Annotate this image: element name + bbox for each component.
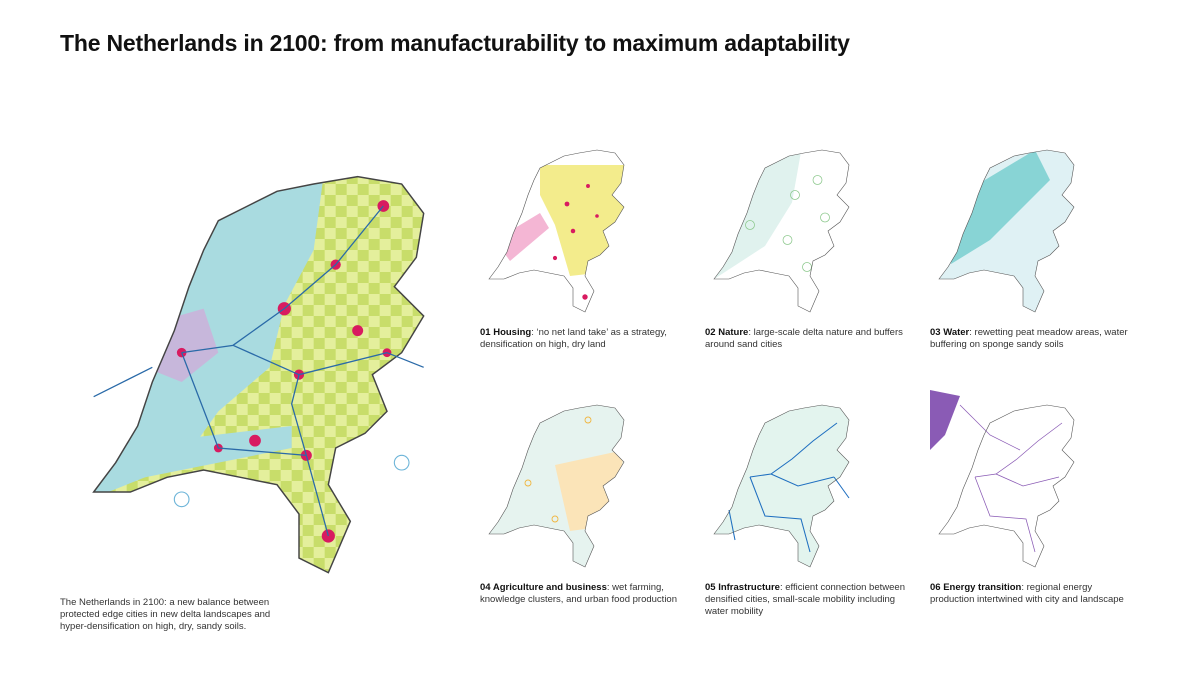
map-text: : ‘no net land take’ as a strategy, dens… — [480, 327, 667, 350]
map-caption: 04 Agriculture and business: wet farming… — [480, 582, 685, 606]
map-text: : rewetting peat meadow areas, water buf… — [930, 327, 1128, 350]
map-text: : regional energy production intertwined… — [930, 582, 1124, 605]
main-caption: The Netherlands in 2100: a new balance b… — [60, 597, 271, 632]
map-heading: 01 Housing — [480, 327, 532, 338]
map-heading: 05 Infrastructure — [705, 582, 780, 593]
map-heading: 03 Water — [930, 327, 970, 338]
title: The Netherlands in 2100: from manufactur… — [60, 30, 850, 56]
map-caption: 06 Energy transition: regional energy pr… — [930, 582, 1135, 606]
main-map — [91, 174, 426, 575]
map-heading: 04 Agriculture and business — [480, 582, 607, 593]
map-heading: 02 Nature — [705, 327, 749, 338]
map-text: : wet farming, knowledge clusters, and u… — [480, 582, 677, 605]
map-caption: 05 Infrastructure: efficient connection … — [705, 582, 910, 618]
map-text: : efficient connection between densified… — [705, 582, 905, 617]
map-text: : large-scale delta nature and buffers a… — [705, 327, 903, 350]
map-caption: 01 Housing: ‘no net land take’ as a stra… — [480, 327, 685, 351]
map-heading: 06 Energy transition — [930, 582, 1022, 593]
map-caption: 03 Water: rewetting peat meadow areas, w… — [930, 327, 1135, 351]
small-map — [713, 149, 850, 313]
small-map — [930, 390, 1075, 568]
small-map — [488, 149, 625, 313]
small-map — [488, 404, 625, 568]
map-caption: 02 Nature: large-scale delta nature and … — [705, 327, 910, 351]
small-map — [713, 404, 850, 568]
small-map — [938, 149, 1075, 313]
